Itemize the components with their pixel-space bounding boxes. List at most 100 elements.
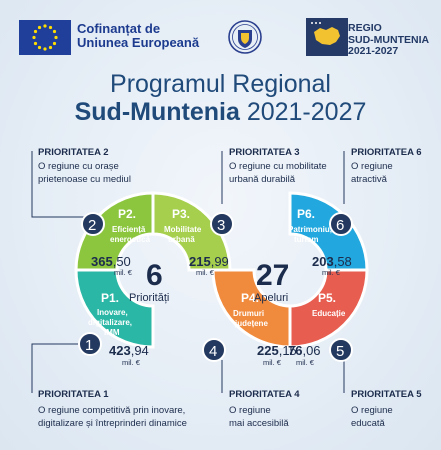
p3-amount: 215,99 — [189, 254, 229, 269]
callout-p2-text: O regiune cu orașe prietenoase cu mediul — [38, 161, 131, 186]
p2-label2: energetică — [110, 235, 151, 244]
badge-p3: 3 — [210, 212, 234, 236]
badge-p5: 5 — [329, 338, 353, 362]
p5-code: P5. — [318, 291, 336, 305]
p3-label1: Mobilitate — [164, 225, 202, 234]
p3-unit: mil. € — [196, 268, 215, 277]
badge-p6-num: 6 — [336, 217, 344, 234]
header: Cofinanțat de Uniunea Europeană REGIO SU… — [0, 0, 441, 62]
badge-p6: 6 — [329, 212, 353, 236]
p2-unit: mil. € — [114, 268, 133, 277]
title-period: 2021-2027 — [239, 98, 367, 126]
callout-p6-heading: PRIORITATEA 6 — [351, 147, 422, 158]
p3-amount-int: 215 — [189, 254, 211, 269]
regio-text: REGIO SUD-MUNTENIA 2021-2027 — [348, 22, 430, 58]
badge-p1: 1 — [78, 332, 102, 356]
p2-amount: 365,50 — [91, 254, 131, 269]
callout-p2-line2: prietenoase cu mediul — [38, 173, 131, 185]
callout-p6-text: O regiune atractivă — [351, 161, 393, 186]
p6-amount-dec: ,58 — [334, 254, 352, 269]
eu-line2: Uniunea Europeană — [77, 35, 200, 50]
p1-amount: 423,94 — [109, 343, 149, 358]
title-line2: Sud-Muntenia 2021-2027 — [0, 98, 441, 127]
connector-p1 — [31, 343, 80, 393]
p1-amount-dec: ,94 — [131, 343, 149, 358]
callout-p3-line1: O regiune cu mobilitate — [229, 161, 327, 172]
callout-p4-line1: O regiune — [229, 405, 271, 416]
callout-p6-line2: atractivă — [351, 173, 387, 185]
callout-p5-heading: PRIORITATEA 5 — [351, 389, 422, 400]
badge-p3-num: 3 — [217, 217, 225, 234]
p1-unit: mil. € — [122, 358, 141, 367]
badge-p1-num: 1 — [85, 337, 93, 354]
p3-label2: urbană — [168, 235, 195, 244]
badge-p4-num: 4 — [209, 343, 217, 360]
p2-amount-int: 365 — [91, 254, 113, 269]
p1-label2: digitalizare, — [88, 318, 132, 327]
badge-p4: 4 — [202, 338, 226, 362]
callout-p1-line2: digitalizare și întreprinderi dinamice — [38, 417, 187, 429]
badge-p5-num: 5 — [336, 343, 344, 360]
p5-amount-dec: ,06 — [302, 343, 320, 358]
p2-amount-dec: ,50 — [113, 254, 131, 269]
regio-line2: SUD-MUNTENIA — [348, 33, 430, 46]
p6-unit: mil. € — [322, 268, 341, 277]
p5-unit: mil. € — [296, 358, 315, 367]
callout-p1-line1: O regiune competitivă prin inovare, — [38, 405, 186, 416]
p4-amount: 225,15 — [257, 343, 297, 358]
callout-p3-heading: PRIORITATEA 3 — [229, 147, 300, 158]
p2-code: P2. — [118, 207, 136, 221]
segment-p6 — [288, 191, 369, 272]
regio-line3: 2021-2027 — [348, 45, 399, 57]
eu-line1: Cofinanțat de — [77, 21, 161, 36]
segment-p4 — [211, 268, 292, 349]
p6-label2: turism — [294, 235, 318, 244]
callout-p5-line1: O regiune — [351, 405, 393, 416]
p6-amount: 203,58 — [312, 254, 352, 269]
p4-label1: Drumuri — [233, 309, 264, 318]
badge-p2: 2 — [81, 212, 105, 236]
connector-p2 — [31, 151, 84, 218]
p6-code: P6. — [297, 207, 315, 221]
p4-amount-int: 225 — [257, 343, 279, 358]
connector-lines — [31, 151, 345, 393]
p1-code: P1. — [101, 291, 119, 305]
p5-amount: 76,06 — [288, 343, 321, 358]
calls-count: 27 — [256, 259, 289, 292]
segment-p2 — [74, 191, 155, 272]
p6-amount-int: 203 — [312, 254, 334, 269]
title-region: Sud-Muntenia — [74, 98, 240, 126]
callout-p3-line2: urbană durabilă — [229, 173, 296, 185]
eu-flag-icon — [19, 20, 71, 55]
callout-p5-text: O regiune educată — [351, 405, 393, 430]
p5-amount-int: 76 — [288, 343, 302, 358]
badge-p2-num: 2 — [88, 217, 96, 234]
p4-code: P4. — [241, 291, 259, 305]
callout-p6-line1: O regiune — [351, 161, 393, 172]
callout-p3-text: O regiune cu mobilitate urbană durabilă — [229, 161, 327, 186]
p3-amount-dec: ,99 — [211, 254, 229, 269]
p1-label1: Inovare, — [97, 308, 128, 317]
p5-label1: Educație — [312, 309, 346, 318]
callout-p4-heading: PRIORITATEA 4 — [229, 389, 300, 400]
p4-amount-dec: ,15 — [279, 343, 297, 358]
callout-p1-text: O regiune competitivă prin inovare, digi… — [38, 405, 187, 430]
callout-p4-line2: mai accesibilă — [229, 417, 289, 429]
callout-p1-heading: PRIORITATEA 1 — [38, 389, 109, 400]
priorities-label: Priorități — [129, 292, 169, 304]
p4-unit: mil. € — [263, 358, 282, 367]
p3-code: P3. — [172, 207, 190, 221]
government-crest-icon — [227, 19, 263, 55]
callout-p4-text: O regiune mai accesibilă — [229, 405, 289, 430]
callout-p2-heading: PRIORITATEA 2 — [38, 147, 109, 158]
calls-label: Apeluri — [254, 292, 288, 304]
segment-p5 — [288, 268, 369, 349]
p4-label2: județene — [234, 319, 268, 328]
title-line1: Programul Regional — [110, 70, 331, 98]
p2-label1: Eficiență — [112, 225, 146, 234]
segment-p3 — [151, 191, 232, 272]
eu-cofinancing-text: Cofinanțat de Uniunea Europeană — [77, 22, 199, 50]
callout-p5-line2: educată — [351, 417, 385, 429]
